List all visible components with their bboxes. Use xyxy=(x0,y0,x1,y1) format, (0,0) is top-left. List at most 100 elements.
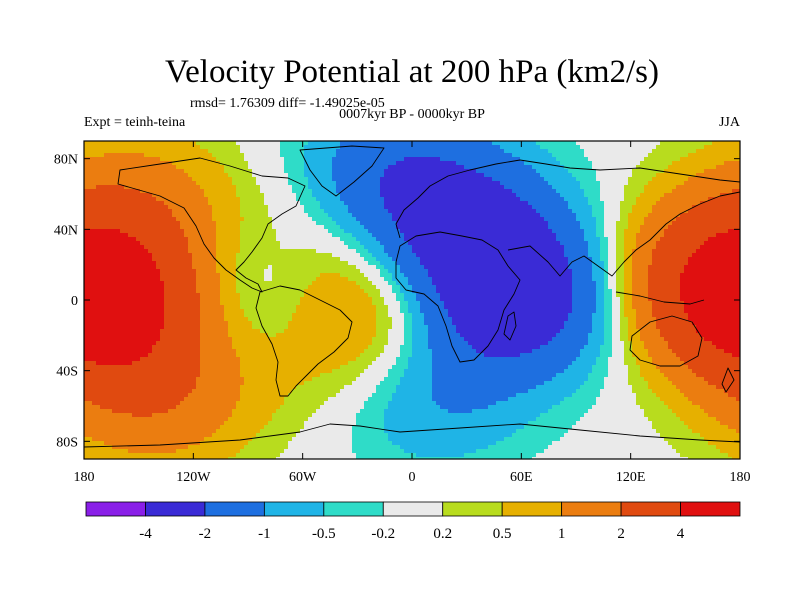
field-cell xyxy=(464,205,469,210)
field-cell xyxy=(644,241,649,246)
field-cell xyxy=(340,149,345,154)
field-cell xyxy=(332,153,337,158)
field-cell xyxy=(284,229,289,234)
field-cell xyxy=(356,193,361,198)
field-cell xyxy=(108,261,113,266)
field-cell xyxy=(260,165,265,170)
field-cell xyxy=(556,225,561,230)
field-cell xyxy=(228,153,233,158)
field-cell xyxy=(408,245,413,250)
field-cell xyxy=(564,229,569,234)
field-cell xyxy=(480,141,485,146)
field-cell xyxy=(312,261,317,266)
field-cell xyxy=(364,225,369,230)
field-cell xyxy=(116,169,121,174)
field-cell xyxy=(124,161,129,166)
field-cell xyxy=(632,213,637,218)
field-cell xyxy=(392,221,397,226)
field-cell xyxy=(400,225,405,230)
field-cell xyxy=(272,261,277,266)
field-cell xyxy=(688,221,693,226)
field-cell xyxy=(300,257,305,262)
field-cell xyxy=(200,149,205,154)
field-cell xyxy=(640,209,645,214)
field-cell xyxy=(472,221,477,226)
field-cell xyxy=(320,237,325,242)
field-cell xyxy=(216,197,221,202)
field-cell xyxy=(528,153,533,158)
field-cell xyxy=(400,229,405,234)
field-cell xyxy=(304,201,309,206)
field-cell xyxy=(404,193,409,198)
field-cell xyxy=(524,153,529,158)
field-cell xyxy=(392,165,397,170)
field-cell xyxy=(468,185,473,190)
field-cell xyxy=(312,209,317,214)
field-cell xyxy=(720,209,725,214)
field-cell xyxy=(456,245,461,250)
field-cell xyxy=(668,213,673,218)
field-cell xyxy=(736,213,740,218)
field-cell xyxy=(428,221,433,226)
field-cell xyxy=(180,241,185,246)
field-cell xyxy=(204,205,209,210)
field-cell xyxy=(452,257,457,262)
field-cell xyxy=(588,149,593,154)
field-cell xyxy=(536,173,541,178)
field-cell xyxy=(556,257,561,262)
field-cell xyxy=(684,145,689,150)
field-cell xyxy=(388,237,393,242)
field-cell xyxy=(588,157,593,162)
field-cell xyxy=(264,165,269,170)
field-cell xyxy=(304,149,309,154)
field-cell xyxy=(356,245,361,250)
field-cell xyxy=(276,245,281,250)
field-cell xyxy=(380,177,385,182)
field-cell xyxy=(584,257,589,262)
field-cell xyxy=(500,205,505,210)
field-cell xyxy=(88,165,93,170)
field-cell xyxy=(472,153,477,158)
field-cell xyxy=(160,157,165,162)
field-cell xyxy=(620,141,625,146)
field-cell xyxy=(232,209,237,214)
field-cell xyxy=(360,225,365,230)
field-cell xyxy=(172,237,177,242)
field-cell xyxy=(504,225,509,230)
field-cell xyxy=(596,205,601,210)
field-cell xyxy=(480,205,485,210)
field-cell xyxy=(536,217,541,222)
field-cell xyxy=(332,157,337,162)
field-cell xyxy=(268,261,273,266)
field-cell xyxy=(644,165,649,170)
field-cell xyxy=(324,237,329,242)
field-cell xyxy=(360,153,365,158)
field-cell xyxy=(308,253,313,258)
field-cell xyxy=(604,197,609,202)
field-cell xyxy=(524,253,529,258)
field-cell xyxy=(104,165,109,170)
field-cell xyxy=(292,201,297,206)
field-cell xyxy=(656,197,661,202)
field-cell xyxy=(548,165,553,170)
field-cell xyxy=(268,201,273,206)
field-cell xyxy=(508,197,513,202)
field-cell xyxy=(176,225,181,230)
field-cell xyxy=(612,229,617,234)
field-cell xyxy=(688,157,693,162)
field-cell xyxy=(292,209,297,214)
field-cell xyxy=(416,241,421,246)
field-cell xyxy=(260,185,265,190)
field-cell xyxy=(356,233,361,238)
field-cell xyxy=(132,229,137,234)
field-cell xyxy=(344,249,349,254)
field-cell xyxy=(388,249,393,254)
field-cell xyxy=(496,149,501,154)
field-cell xyxy=(640,213,645,218)
field-cell xyxy=(108,173,113,178)
field-cell xyxy=(148,217,153,222)
field-cell xyxy=(704,205,709,210)
field-cell xyxy=(252,157,257,162)
field-cell xyxy=(88,193,93,198)
field-cell xyxy=(364,217,369,222)
